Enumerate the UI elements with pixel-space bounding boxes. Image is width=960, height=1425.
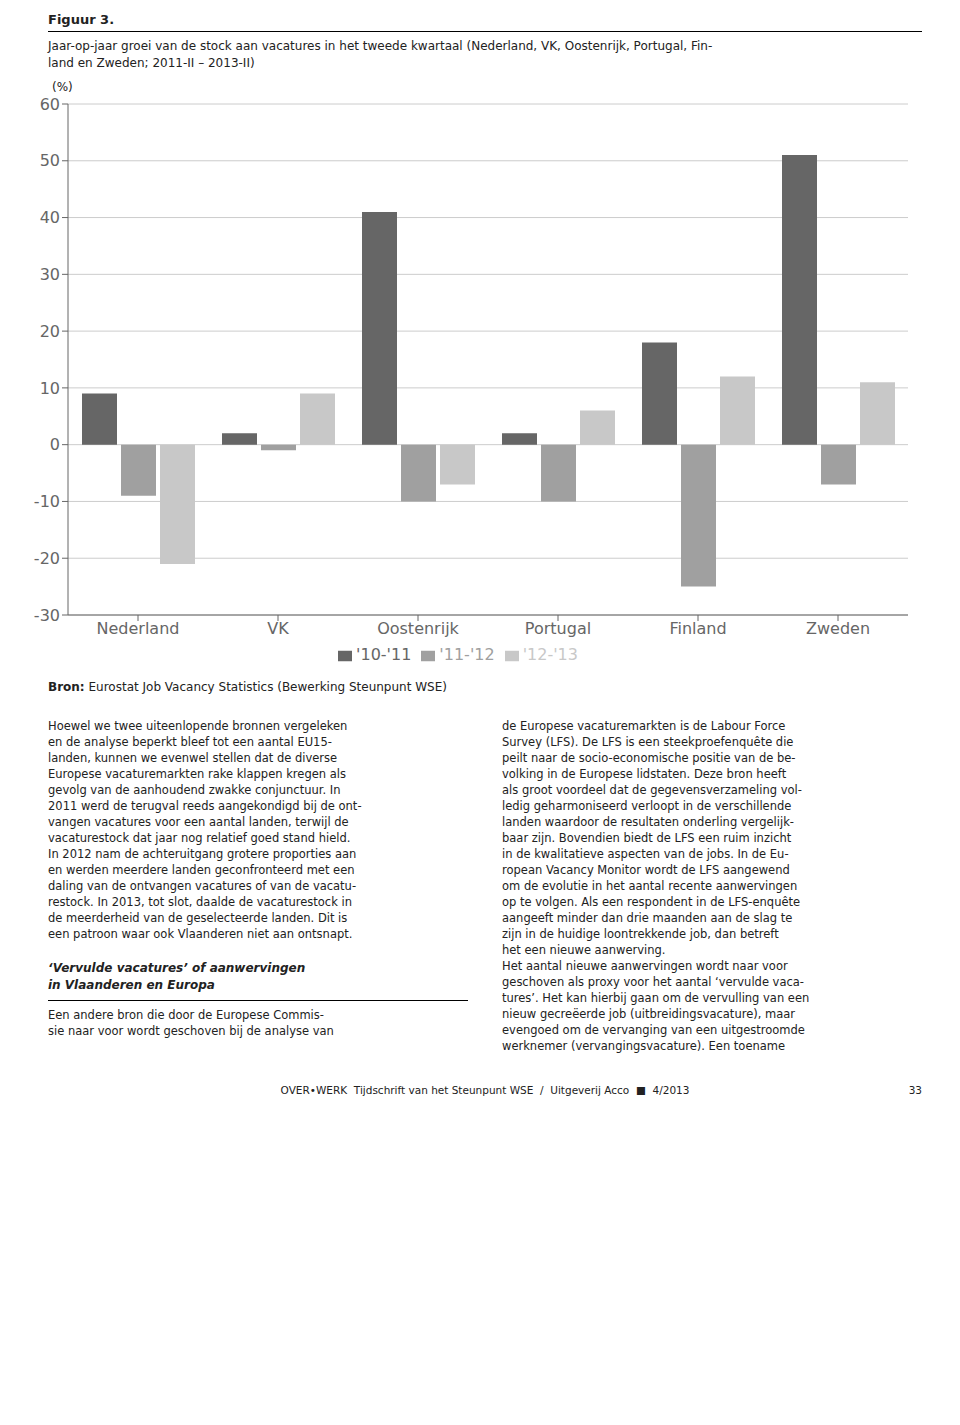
svg-text:-10: -10 xyxy=(34,492,60,511)
svg-text:60: 60 xyxy=(40,95,60,114)
svg-text:30: 30 xyxy=(40,265,60,284)
svg-text:Nederland: Nederland xyxy=(97,619,180,638)
svg-text:-20: -20 xyxy=(34,549,60,568)
html-text:Bron: Eurostat Job Vacancy Sta: Bron: Eurostat Job Vacancy Statistics (B… xyxy=(48,680,447,694)
html-text:'11-'12: '11-'12 xyxy=(439,645,495,664)
html-text:Hoewel we twee uiteenlopende b: Hoewel we twee uiteenlopende bronnen ver… xyxy=(48,719,362,941)
svg-text:50: 50 xyxy=(40,151,60,170)
html-text:33: 33 xyxy=(908,1084,922,1096)
svg-text:10: 10 xyxy=(40,379,60,398)
html-text:'10-'11: '10-'11 xyxy=(356,645,412,664)
svg-text:Portugal: Portugal xyxy=(525,619,591,638)
html-text:de Europese vacaturemarkten is: de Europese vacaturemarkten is de Labour… xyxy=(502,719,810,1053)
html-text:‘Vervulde vacatures’ of aanwer: ‘Vervulde vacatures’ of aanwervingen in … xyxy=(48,961,306,992)
svg-text:40: 40 xyxy=(40,208,60,227)
svg-text:VK: VK xyxy=(267,619,289,638)
svg-text:0: 0 xyxy=(50,435,60,454)
svg-text:Finland: Finland xyxy=(669,619,726,638)
html-text:'12-'13: '12-'13 xyxy=(522,645,578,664)
html-text:Figuur 3.: Figuur 3. xyxy=(48,12,115,27)
svg-text:20: 20 xyxy=(40,322,60,341)
svg-text:Oostenrijk: Oostenrijk xyxy=(377,619,459,638)
html-text:Een andere bron die door de Eu: Een andere bron die door de Europese Com… xyxy=(48,1008,334,1038)
svg-text:Zweden: Zweden xyxy=(806,619,870,638)
html-text:Jaar-op-jaar groei van de stoc: Jaar-op-jaar groei van de stock aan vaca… xyxy=(48,39,713,70)
html-text:OVER•WERK Tijdschrift van het: OVER•WERK Tijdschrift van het Steunpunt … xyxy=(280,1084,690,1096)
svg-text:-30: -30 xyxy=(34,606,60,625)
